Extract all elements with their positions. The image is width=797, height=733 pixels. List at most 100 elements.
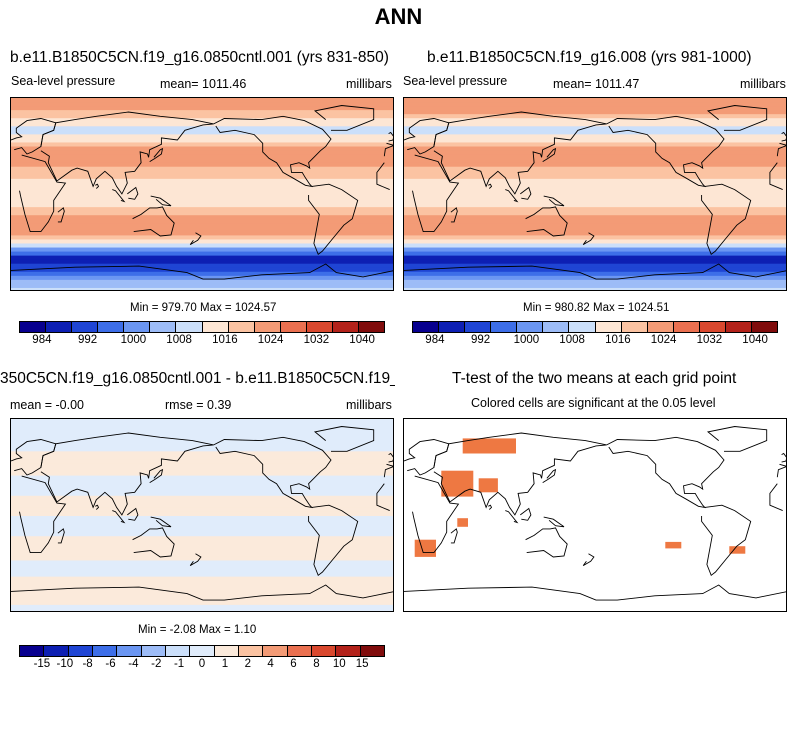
panel1-coast-india-sri bbox=[95, 183, 100, 189]
panel1-band bbox=[11, 170, 393, 176]
panel2-band bbox=[404, 102, 786, 107]
panel3-band bbox=[11, 584, 393, 590]
panel1-band bbox=[11, 158, 393, 164]
panel3-band bbox=[11, 463, 393, 469]
panel2-colorbar-swatch bbox=[621, 322, 648, 332]
panel4-coast-asia bbox=[433, 432, 607, 516]
panel3-band bbox=[11, 475, 393, 481]
panel2-variable-label: Sea-level pressure bbox=[403, 74, 508, 88]
panel2-band bbox=[404, 275, 786, 281]
panel4-coast-sumatra bbox=[505, 510, 519, 524]
panel1-band bbox=[11, 251, 393, 257]
panel3-colorbar-tick: 15 bbox=[355, 658, 369, 670]
panel2-band bbox=[404, 130, 786, 135]
panel3-colorbar-tick: 1 bbox=[221, 658, 229, 670]
panel1-colorbar-swatch bbox=[202, 322, 229, 332]
panel2-colorbar-tick: 1000 bbox=[513, 334, 540, 346]
panel1-coast-north-america bbox=[213, 115, 332, 188]
panel1-band bbox=[11, 178, 393, 184]
panel3-band bbox=[11, 600, 393, 606]
panel3-colorbar-swatch bbox=[263, 646, 288, 656]
main-title: ANN bbox=[374, 4, 423, 29]
panel3-coast-japan bbox=[149, 468, 164, 483]
panel3-band bbox=[11, 544, 393, 549]
panel3-band bbox=[11, 520, 393, 525]
panel2-band bbox=[404, 231, 786, 237]
panel1-band bbox=[11, 118, 393, 123]
panel3-band bbox=[11, 479, 393, 485]
panel4-significant-siberia bbox=[462, 438, 516, 454]
panel1-band bbox=[11, 195, 393, 200]
panel1-band bbox=[11, 203, 393, 208]
panel3-band bbox=[11, 608, 393, 611]
panel2-band bbox=[404, 219, 786, 224]
panel2-coast-antarctica bbox=[404, 263, 786, 280]
panel2-colorbar-tick: 1016 bbox=[605, 334, 631, 346]
panel3-colorbar-swatch bbox=[141, 646, 166, 656]
panel3-coast-uk bbox=[388, 452, 393, 463]
panel3-coast-africa bbox=[19, 475, 390, 554]
panel1-band bbox=[11, 219, 393, 224]
panel1-colorbar-swatch bbox=[20, 322, 47, 332]
panel1-colorbar-swatch bbox=[72, 322, 99, 332]
panel3-coast-antarctica bbox=[11, 584, 393, 601]
panel1-colorbar-tick: 1000 bbox=[120, 334, 147, 346]
panel1-band bbox=[11, 207, 393, 212]
panel1-coast-new-zealand bbox=[189, 232, 202, 245]
panel3-band bbox=[11, 455, 393, 461]
panel3-colorbar-tick: 10 bbox=[332, 658, 346, 670]
panel1-colorbar-swatch bbox=[332, 322, 360, 332]
panel2-band bbox=[404, 259, 786, 265]
panel2-band bbox=[404, 158, 786, 164]
panel1-band bbox=[11, 231, 393, 237]
panel1-band bbox=[11, 162, 393, 168]
panel3-band bbox=[11, 427, 393, 432]
panel1-coast-sumatra bbox=[112, 189, 126, 203]
panel1-band bbox=[11, 134, 393, 140]
panel2-band bbox=[404, 150, 786, 156]
panel2-coast-asia bbox=[433, 111, 607, 195]
panel1-band bbox=[11, 223, 393, 228]
panel4-coast-new-zealand bbox=[582, 553, 595, 566]
panel3-band bbox=[11, 576, 393, 582]
panel1-band bbox=[11, 126, 393, 131]
panel2-band bbox=[404, 110, 786, 115]
panel1-coast-antarctica bbox=[11, 263, 393, 280]
panel2-band bbox=[404, 138, 786, 144]
panel3-band bbox=[11, 560, 393, 566]
panel3-band bbox=[11, 528, 393, 533]
panel3-coast-asia bbox=[40, 432, 214, 516]
panel3-colorbar-swatch bbox=[44, 646, 69, 656]
panel1-mean-label: mean= 1011.46 bbox=[160, 77, 247, 91]
panel2-band bbox=[404, 146, 786, 152]
panel3-colorbar-tick: -8 bbox=[82, 658, 93, 670]
panel1-coast-greenland bbox=[313, 105, 375, 131]
panel3-band bbox=[11, 592, 393, 598]
panel2-band bbox=[404, 154, 786, 160]
panel1-coast-japan bbox=[149, 147, 164, 162]
panel1-colorbar bbox=[19, 321, 385, 333]
panel3-band bbox=[11, 499, 393, 505]
panel3-band bbox=[11, 564, 393, 570]
panel3-coast-new-guinea bbox=[150, 516, 172, 528]
panel2-band bbox=[404, 190, 786, 196]
panel1-band bbox=[11, 255, 393, 261]
panel2-band bbox=[404, 227, 786, 232]
panel1-band bbox=[11, 279, 393, 285]
panel3-band bbox=[11, 431, 393, 436]
panel1-colorbar-swatch bbox=[46, 322, 73, 332]
panel1-colorbar-swatch bbox=[254, 322, 281, 332]
panel2-colorbar-swatch bbox=[699, 322, 726, 332]
panel3-colorbar-tick: -6 bbox=[105, 658, 116, 670]
panel3-colorbar-tick: 0 bbox=[198, 658, 206, 670]
panel1-coast-borneo bbox=[127, 186, 139, 200]
panel2-band bbox=[404, 255, 786, 261]
panel1-colorbar-swatch bbox=[98, 322, 125, 332]
panel3-band bbox=[11, 568, 393, 574]
panel2-colorbar-swatch bbox=[725, 322, 753, 332]
panel2-colorbar-swatch bbox=[752, 322, 778, 332]
panel1-colorbar-swatch bbox=[280, 322, 307, 332]
panel3-band bbox=[11, 419, 393, 424]
panel2-colorbar-swatch bbox=[517, 322, 544, 332]
panel1-band bbox=[11, 211, 393, 216]
